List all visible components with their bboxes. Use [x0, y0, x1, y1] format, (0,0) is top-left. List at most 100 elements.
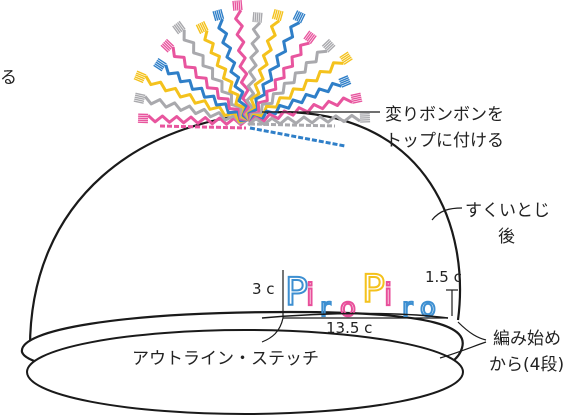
lettering-char: i — [306, 278, 314, 313]
pompom-tassel — [199, 22, 205, 33]
pompom-tassel — [234, 0, 237, 11]
start-label-line2: から(4段) — [489, 355, 564, 375]
pompom-tassel — [342, 56, 352, 64]
hat-opening — [26, 329, 464, 415]
pompom-cord — [164, 64, 250, 123]
pompom-tassel — [134, 98, 145, 102]
sukui-label-line1: すくいとじ — [465, 201, 550, 221]
dim-height-label: 3 c — [252, 280, 275, 298]
pompom-label-line1: 変りボンボンを — [385, 105, 504, 125]
pompom-tassel — [160, 44, 169, 53]
pompom-tassel — [134, 94, 146, 99]
pompom-tassel — [212, 11, 217, 22]
pompom-tassel — [153, 64, 163, 72]
outline-stitch-leader — [261, 317, 284, 343]
pompom-tassel — [135, 74, 145, 80]
pompom-tassel — [133, 77, 144, 84]
pompom-tassel — [252, 12, 255, 23]
pompom-tassel — [133, 100, 144, 104]
pompom-tassel — [161, 43, 171, 52]
pompom-tassel — [197, 23, 204, 34]
pompom-tassel — [350, 94, 362, 99]
pompom-cord — [247, 113, 361, 127]
pompom-tassel — [175, 23, 183, 33]
start-leader-bottom — [439, 341, 487, 359]
pompom-tassel — [351, 98, 362, 102]
pompom-cord — [143, 95, 250, 125]
pompom-tassel — [220, 9, 225, 19]
pompom-tassel — [271, 9, 276, 19]
pompom-cord — [245, 19, 281, 124]
pompom-tassel — [292, 10, 299, 20]
pompom-tassel — [202, 20, 209, 31]
pompom-tassel — [339, 77, 349, 83]
dim-right-label: 1.5 c — [425, 268, 462, 286]
pompom-tassel — [275, 10, 280, 21]
pompom-tassel — [352, 100, 363, 104]
sukui-label-line2: 後 — [498, 227, 515, 247]
pompom-label-line2: トップに付ける — [385, 131, 504, 151]
pompom-tassel — [323, 40, 332, 49]
pompom-tassel — [163, 41, 172, 50]
pompom-tassel — [343, 58, 353, 65]
pompom-tassel — [339, 78, 350, 85]
pompom-tassel — [134, 96, 145, 100]
pompom-tassel — [341, 54, 351, 62]
pompom-tassel — [294, 11, 301, 21]
pompom-tassel — [214, 10, 219, 21]
pompom-tassel — [201, 21, 207, 32]
dim-width-label: 13.5 c — [326, 319, 372, 337]
lettering-char: r — [402, 293, 413, 323]
pompom-tassel — [309, 35, 317, 45]
leader-lines — [261, 111, 487, 359]
pompom-cord — [249, 126, 346, 148]
pompom-tassel — [341, 82, 352, 88]
pompom-tassel — [324, 41, 333, 50]
pompom-tassel — [338, 75, 349, 81]
pompom-cord — [217, 18, 252, 123]
pompom-tassel — [164, 40, 173, 49]
pompom-cord — [159, 124, 247, 130]
pompom-tassel — [306, 32, 314, 42]
pompom-tassel — [240, 0, 243, 11]
lettering-char: P — [285, 270, 308, 314]
pompom-tassel — [299, 13, 306, 24]
pompom-tassel — [218, 9, 223, 20]
pompom — [133, 0, 371, 148]
pompom-tassel — [304, 31, 312, 41]
pompom-cord — [248, 49, 328, 125]
pompom-cord — [248, 41, 310, 124]
pompom-tassel — [195, 24, 202, 35]
pompom-tassel — [303, 30, 311, 40]
pompom-tassel — [157, 58, 167, 65]
pompom-cord — [203, 30, 252, 123]
pompom-tassel — [351, 96, 362, 100]
pompom-tassel — [134, 76, 145, 82]
pompom-tassel — [166, 38, 175, 47]
lettering-char: r — [320, 293, 331, 323]
lettering-char: i — [384, 278, 392, 313]
pompom-tassel — [340, 53, 350, 60]
pompom-tassel — [340, 80, 351, 86]
sukui-leader — [431, 207, 463, 221]
pompom-tassel — [155, 61, 165, 69]
edge-fragment-label: る — [0, 68, 17, 88]
pompom-tassel — [327, 44, 336, 53]
pompom-tassel — [176, 21, 184, 31]
lettering-char: P — [362, 267, 385, 311]
pompom-tassel — [172, 25, 180, 35]
pompom-cord — [247, 96, 353, 126]
pompom-tassel — [321, 38, 330, 47]
pompom-tassel — [178, 20, 186, 30]
pompom-tassel — [236, 0, 239, 11]
pompom-tassel — [154, 63, 164, 70]
pompom-tassel — [136, 70, 147, 76]
pompom-cord — [244, 21, 262, 124]
pompom-tassel — [277, 10, 282, 21]
pompom-tassel — [156, 59, 166, 67]
pompom-tassel — [279, 11, 284, 22]
pompom-tassel — [298, 12, 304, 23]
pompom-tassel — [232, 0, 235, 11]
